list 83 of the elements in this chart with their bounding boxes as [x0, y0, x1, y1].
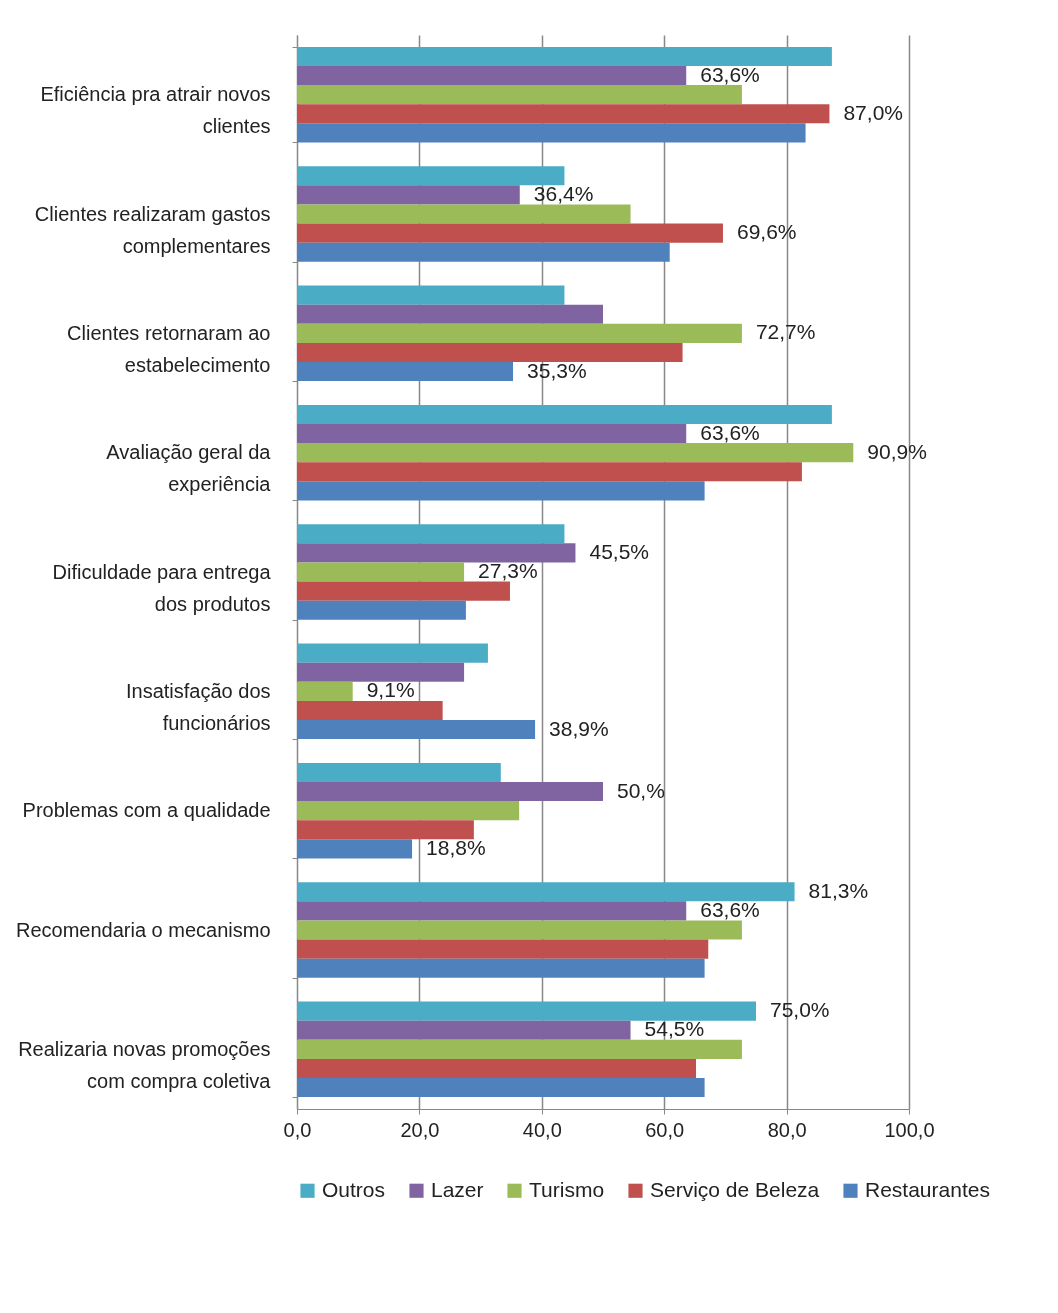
bar: [297, 762, 501, 783]
legend-label: Lazer: [431, 1177, 484, 1201]
bar: [297, 1001, 756, 1021]
data-label: 9,1%: [366, 678, 415, 702]
legend-label: Turismo: [529, 1177, 605, 1201]
y-tick-label: Problemas com a qualidade: [22, 799, 271, 822]
y-tick-label: Insatisfação dos funcionários: [125, 679, 271, 734]
bar: [297, 361, 514, 382]
data-label: 81,3%: [808, 878, 869, 902]
bar: [297, 104, 830, 124]
legend-label: Outros: [322, 1177, 386, 1201]
bar: [297, 46, 832, 67]
bar: [297, 185, 520, 205]
x-tick-label: 40,0: [522, 1118, 562, 1141]
x-tick-label: 100,0: [884, 1118, 935, 1141]
bar: [297, 882, 795, 902]
data-label: 36,4%: [533, 181, 594, 205]
bar: [297, 920, 742, 940]
bar: [297, 719, 536, 740]
bar: [297, 939, 709, 959]
y-tick-label: Realizaria novas promoções com compra coletiva: [18, 1037, 272, 1092]
bar: [297, 404, 832, 425]
data-label: 18,8%: [426, 835, 486, 859]
bar: [297, 342, 683, 362]
data-label: 87,0%: [843, 100, 903, 124]
bar: [297, 481, 705, 501]
bar: [297, 85, 742, 105]
bar: [297, 1039, 742, 1059]
bar: [297, 123, 806, 143]
bar: [297, 643, 488, 663]
data-label: 75,0%: [770, 998, 830, 1022]
y-tick-label: Recomendaria o mecanismo: [15, 918, 271, 941]
y-tick-label: Clientes realizaram gastos complementares: [34, 202, 271, 257]
bar: [297, 600, 466, 620]
data-label: 72,7%: [755, 320, 816, 344]
x-tick-label: 0,0: [283, 1118, 312, 1141]
data-label: 27,3%: [478, 559, 538, 582]
data-label: 38,9%: [549, 716, 609, 740]
bar: [297, 323, 742, 343]
bar: [297, 462, 802, 482]
bar: [297, 443, 854, 463]
bar: [297, 1058, 697, 1078]
data-label: 90,9%: [867, 439, 927, 463]
bar: [297, 562, 465, 582]
bar: [297, 958, 705, 978]
bar: [297, 700, 443, 720]
bar: [297, 581, 510, 601]
bar: [297, 1077, 705, 1098]
data-label: 35,3%: [527, 358, 587, 382]
x-tick-label: 20,0: [400, 1118, 440, 1141]
bar: [297, 801, 520, 821]
bar: [297, 285, 565, 305]
bar: [297, 242, 670, 262]
y-tick-label: Clientes retornaram ao estabelecimento: [67, 321, 271, 376]
bar: [297, 424, 687, 444]
data-label: 63,6%: [700, 897, 760, 921]
bar: [297, 1020, 631, 1040]
bar: [297, 820, 474, 840]
legend-label: Restaurantes: [865, 1177, 990, 1201]
y-tick-label: Dificuldade para entrega dos produtos: [52, 560, 272, 615]
bar: [297, 839, 413, 859]
x-tick-label: 80,0: [767, 1118, 807, 1141]
bar: [297, 66, 687, 86]
data-label: 50,%: [617, 778, 665, 802]
data-label: 45,5%: [589, 539, 650, 563]
bar: [297, 204, 631, 224]
data-label: 63,6%: [700, 420, 760, 444]
x-tick-label: 60,0: [645, 1118, 685, 1141]
bar: [297, 901, 687, 921]
data-label: 63,6%: [700, 62, 760, 86]
bar: [297, 662, 465, 682]
bar: [297, 543, 576, 563]
bar: [297, 681, 353, 701]
data-label: 69,6%: [736, 220, 797, 244]
bar: [297, 524, 565, 544]
bar: [297, 782, 603, 802]
bar: [297, 304, 603, 324]
bar: [297, 166, 565, 186]
data-label: 54,5%: [644, 1017, 705, 1041]
y-tick-label: Avaliação geral da experiência: [106, 441, 272, 496]
bar: [297, 223, 723, 243]
y-tick-label: Eficiência pra atrair novos clientes: [40, 83, 271, 138]
legend-label: Serviço de Beleza: [650, 1177, 820, 1201]
